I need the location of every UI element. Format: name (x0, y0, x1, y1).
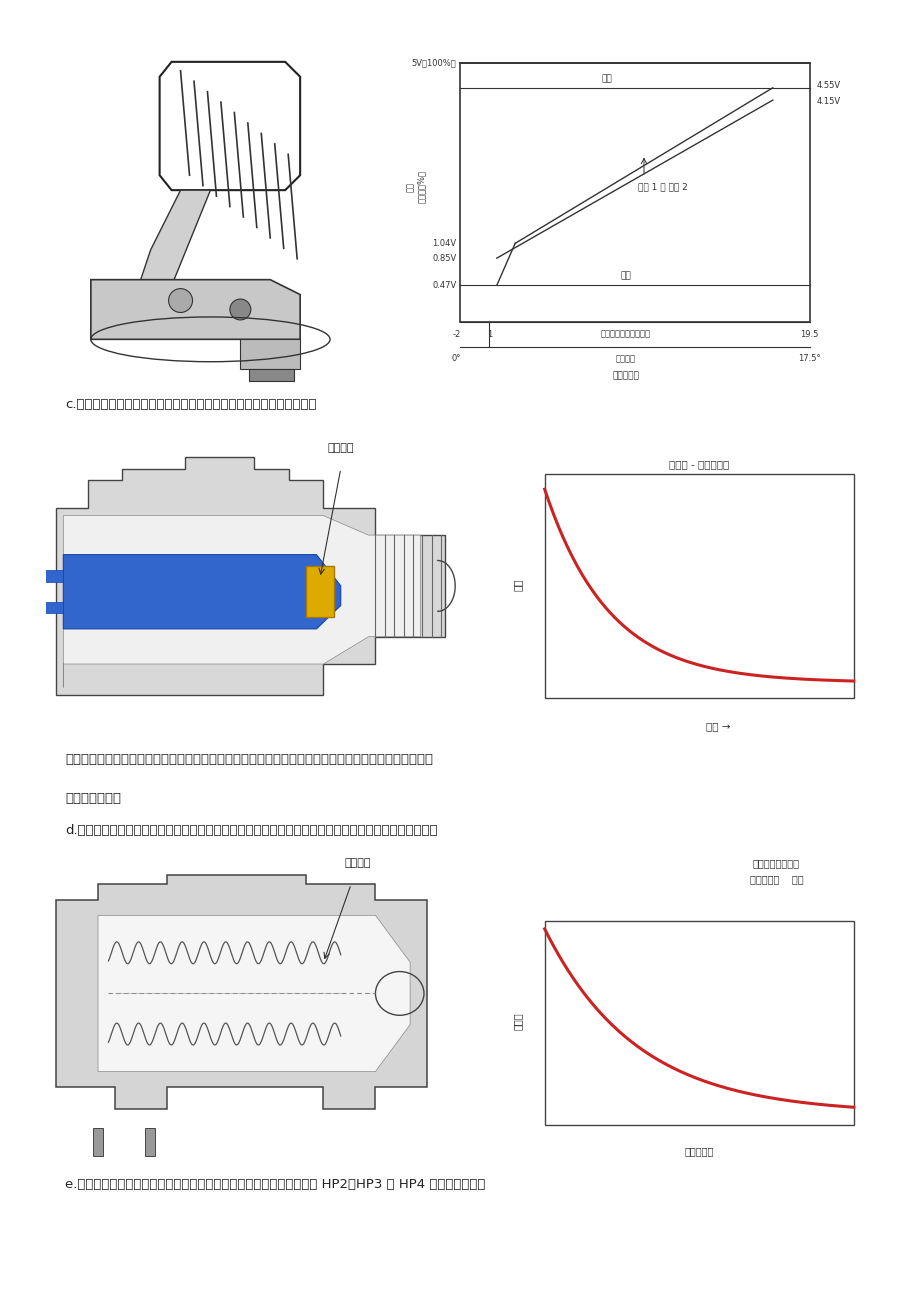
Text: 0.85V: 0.85V (432, 254, 456, 263)
Polygon shape (240, 340, 300, 370)
Text: 电阻: 电阻 (512, 578, 522, 591)
Polygon shape (136, 190, 210, 301)
Text: 0.47V: 0.47V (432, 281, 456, 290)
Circle shape (230, 299, 251, 320)
Bar (544, 474, 853, 698)
Bar (460, 62, 809, 323)
Polygon shape (98, 915, 410, 1072)
Text: 1.04V: 1.04V (432, 238, 456, 247)
Bar (306, 566, 334, 617)
Text: 【电阻 - 温度特性】: 【电阻 - 温度特性】 (668, 460, 729, 470)
Bar (28, 602, 63, 613)
Bar (144, 1128, 155, 1156)
Text: 加速踏板位置（开度）: 加速踏板位置（开度） (600, 329, 650, 339)
Text: d.冷却液温度传感器冷却液温度传感器安装在气缸体上，可以检测冷却液温度。该传感器为热敏电阻型。: d.冷却液温度传感器冷却液温度传感器安装在气缸体上，可以检测冷却液温度。该传感器… (65, 824, 437, 837)
Text: 17.5°: 17.5° (798, 354, 820, 363)
Polygon shape (91, 280, 300, 340)
Text: 温度 →: 温度 → (706, 721, 730, 732)
Text: e.燃油温度传感器这是一个热敏电阻型传感器，可以检测燃油温度。在 HP2、HP3 和 HP4 系统中，该传感: e.燃油温度传感器这是一个热敏电阻型传感器，可以检测燃油温度。在 HP2、HP3… (65, 1178, 485, 1191)
Circle shape (168, 289, 192, 312)
Text: 检测温度的传感器部分包含一个热敏电阻。该热敏电阻有一个随温度的变化而变化的电阻，热敏电阻用来: 检测温度的传感器部分包含一个热敏电阻。该热敏电阻有一个随温度的变化而变化的电阻，… (65, 753, 433, 766)
Text: c.进气温度传感器进气温度传感器检测进气通过涡轮增压器后的温度。: c.进气温度传感器进气温度传感器检测进气通过涡轮增压器后的温度。 (65, 398, 316, 411)
Text: -2: -2 (452, 329, 460, 339)
Text: 电压
（输出的%）: 电压 （输出的%） (405, 171, 425, 203)
Text: 冷却液温度＿水温: 冷却液温度＿水温 (752, 858, 800, 868)
Text: 踏板行程: 踏板行程 (615, 354, 635, 363)
Text: 检测进气温度。: 检测进气温度。 (65, 792, 121, 805)
Text: 冷却液温度: 冷却液温度 (684, 1146, 713, 1156)
Polygon shape (63, 516, 420, 687)
Polygon shape (56, 457, 444, 695)
Polygon shape (56, 875, 427, 1109)
Text: 4.15V: 4.15V (816, 96, 840, 105)
Bar (544, 921, 853, 1125)
Text: 5V（100%）: 5V（100%） (411, 59, 456, 68)
Polygon shape (63, 555, 340, 629)
Text: 4.55V: 4.55V (816, 81, 840, 90)
Text: 信号 1 和 信号 2: 信号 1 和 信号 2 (637, 182, 686, 191)
Text: 电阻值: 电阻值 (512, 1013, 522, 1030)
Bar (249, 370, 294, 381)
Text: 热敏电阻: 热敏电阻 (345, 858, 371, 868)
Text: 19.5: 19.5 (800, 329, 818, 339)
Text: 下限: 下限 (619, 271, 630, 280)
Text: 热敏电阻: 热敏电阻 (327, 443, 354, 453)
Bar (28, 570, 63, 582)
Text: 1: 1 (486, 329, 492, 339)
Text: 0°: 0° (451, 354, 460, 363)
Text: 上限: 上限 (601, 74, 612, 83)
Text: 传感器行程: 传感器行程 (611, 372, 639, 380)
Bar (93, 1128, 103, 1156)
Text: 传感器电阻    特性: 传感器电阻 特性 (749, 875, 802, 884)
